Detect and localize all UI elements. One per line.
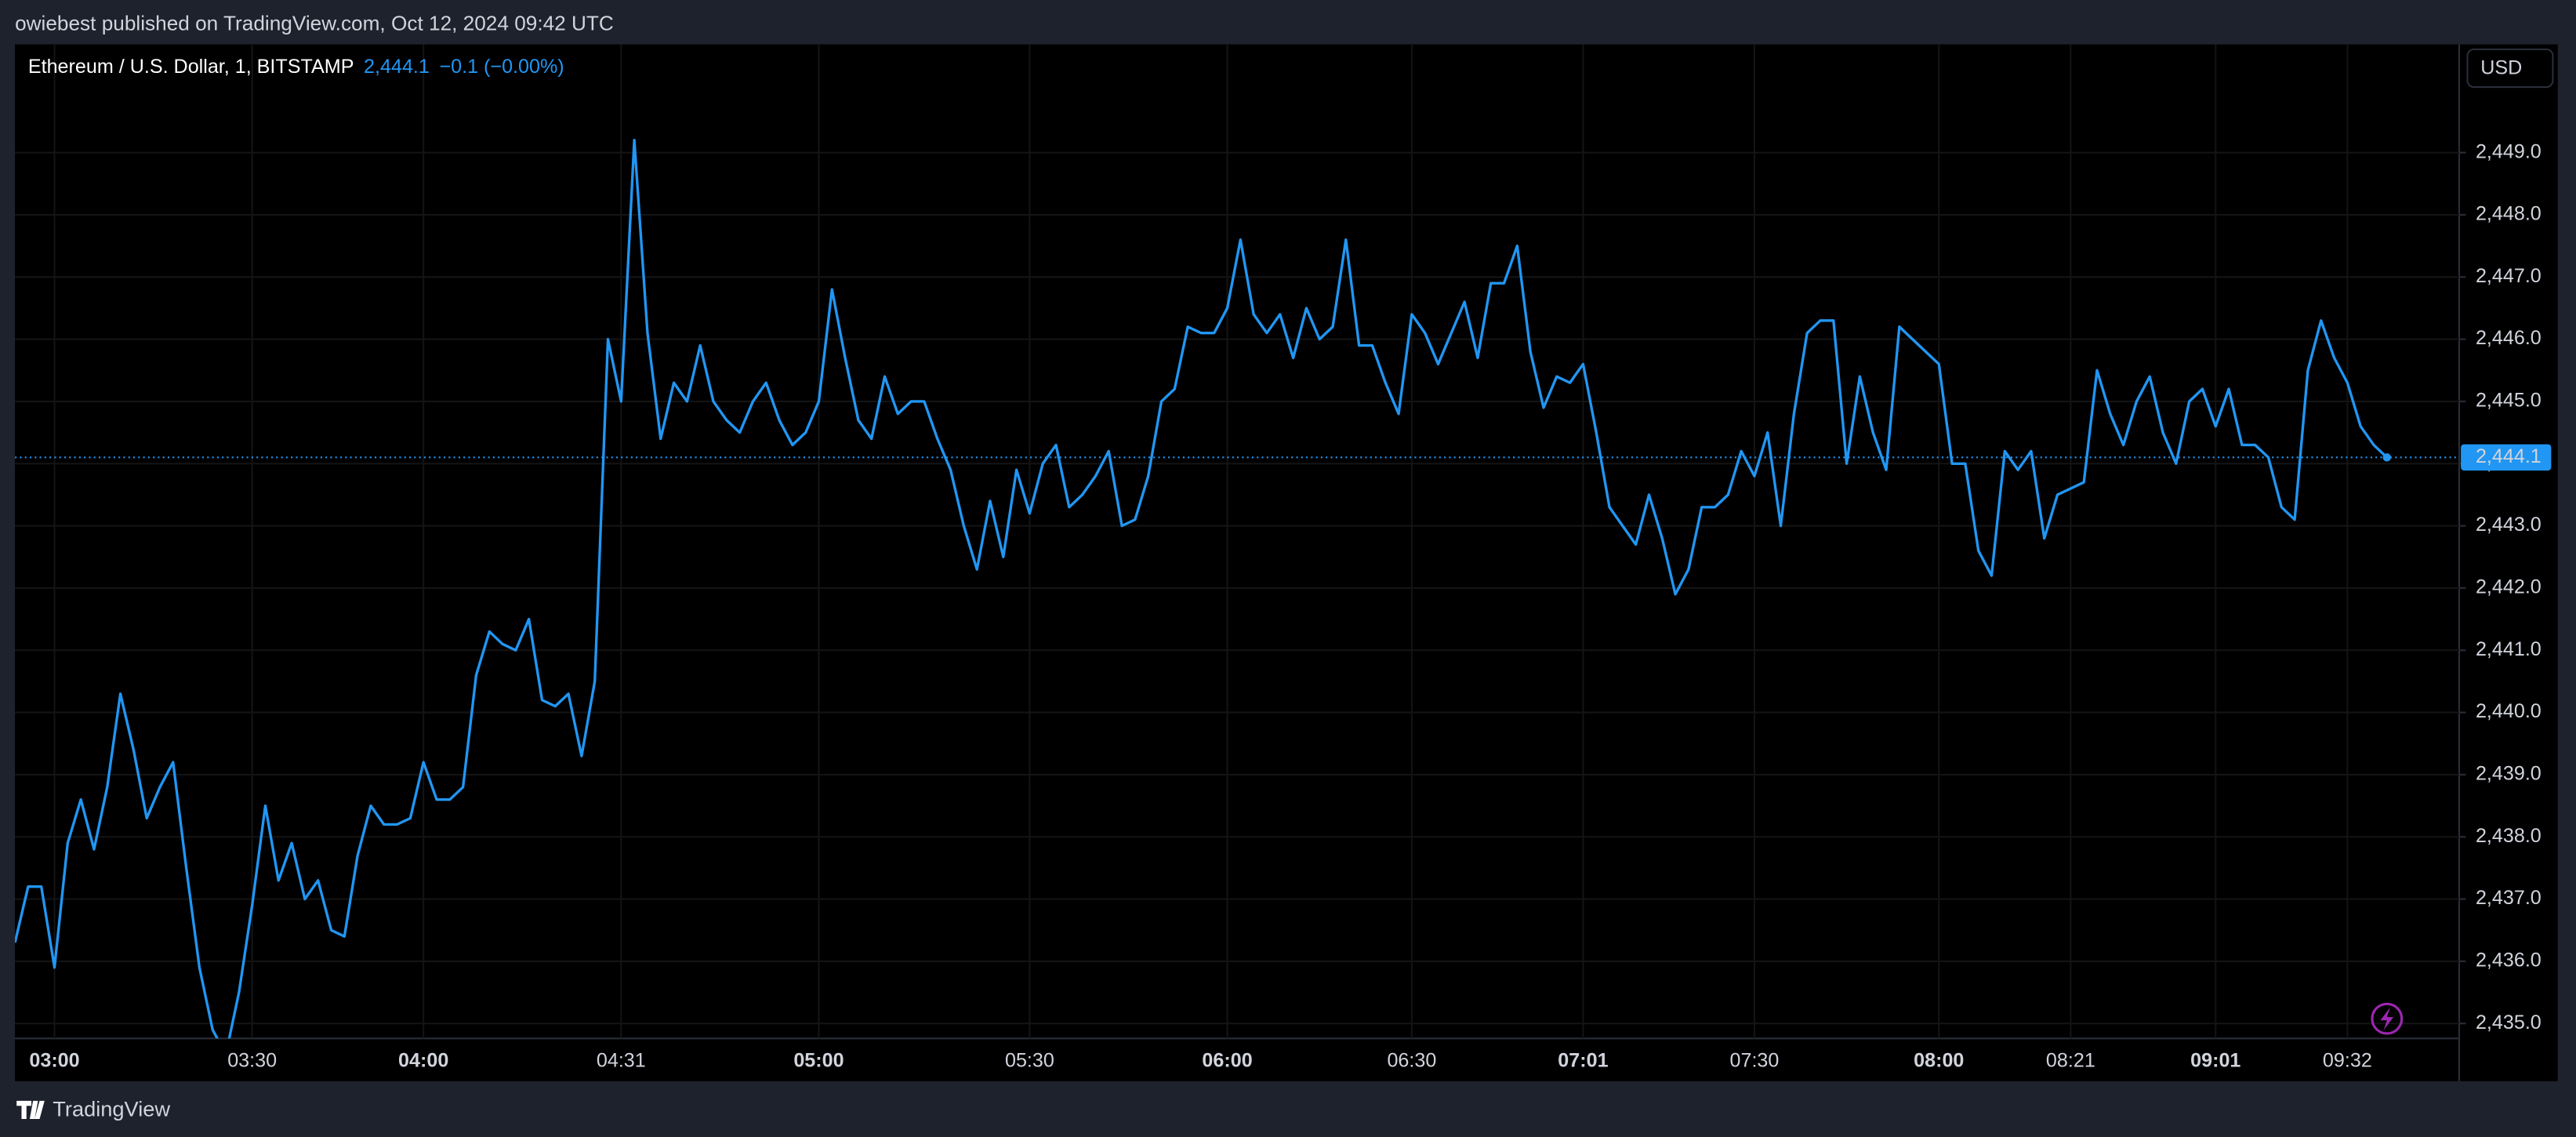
x-tick-label: 03:00 <box>29 1049 79 1071</box>
x-tick-label: 09:32 <box>2323 1049 2372 1071</box>
x-tick-label: 07:30 <box>1730 1049 1780 1071</box>
plot <box>15 139 2460 1039</box>
x-tick-label: 03:30 <box>227 1049 277 1071</box>
x-tick-label: 05:30 <box>1005 1049 1054 1071</box>
y-tick-label: 2,437.0 <box>2476 887 2542 909</box>
x-tick-label: 04:00 <box>398 1049 448 1071</box>
symbol: Ethereum / U.S. Dollar, 1, BITSTAMP <box>28 56 354 78</box>
labels: 2,435.0 2,436.0 2,437.0 2,438.0 2,439.0 2,440… <box>29 140 2552 1071</box>
brand: TradingView <box>53 1097 170 1121</box>
x-tick-label: 09:01 <box>2190 1049 2240 1071</box>
last-price-tag <box>2461 444 2552 471</box>
currency[interactable]: USD <box>2480 57 2522 79</box>
price-line <box>15 139 2388 1039</box>
y-tick-label: 2,442.0 <box>2476 576 2542 598</box>
x-tick-label: 04:31 <box>597 1049 646 1071</box>
y-tick-label: 2,446.0 <box>2476 327 2542 349</box>
chart-area <box>15 44 2558 1081</box>
y-tick-label: 2,435.0 <box>2476 1012 2542 1033</box>
y-tick-label: 2,441.0 <box>2476 638 2542 660</box>
header-change: −0.1 (−0.00%) <box>439 56 564 78</box>
x-tick-label: 06:00 <box>1202 1049 1252 1071</box>
brand-logo <box>16 1100 45 1119</box>
header-price: 2,444.1 <box>364 56 430 78</box>
x-tick-label: 08:00 <box>1914 1049 1964 1071</box>
grid <box>15 44 2460 1039</box>
y-tick-label: 2,443.0 <box>2476 514 2542 536</box>
currency-button[interactable] <box>2466 48 2554 89</box>
y-tick-label: 2,445.0 <box>2476 390 2542 412</box>
y-tick-label: 2,440.0 <box>2476 700 2542 722</box>
x-tick-label: 05:00 <box>793 1049 844 1071</box>
y-tick-label: 2,448.0 <box>2476 203 2542 225</box>
y-tick-label: 2,438.0 <box>2476 825 2542 847</box>
y-tick-label: 2,436.0 <box>2476 950 2542 972</box>
x-tick-label: 07:01 <box>1558 1049 1608 1071</box>
lightning-bolt <box>2380 1007 2394 1030</box>
y-tick-label: 2,439.0 <box>2476 763 2542 785</box>
x-tick-label: 06:30 <box>1387 1049 1436 1071</box>
last-price-label: 2,444.1 <box>2476 445 2542 467</box>
last-point <box>2382 453 2392 462</box>
publisher: owiebest published on TradingView.com, O… <box>15 11 614 35</box>
symbol-legend: Ethereum / U.S. Dollar, 1, BITSTAMP 2,444… <box>28 56 564 78</box>
y-tick-label: 2,447.0 <box>2476 265 2542 287</box>
y-tick-label: 2,449.0 <box>2476 140 2542 162</box>
lightning-icon[interactable] <box>2371 1002 2404 1035</box>
x-tick-label: 08:21 <box>2046 1049 2095 1071</box>
